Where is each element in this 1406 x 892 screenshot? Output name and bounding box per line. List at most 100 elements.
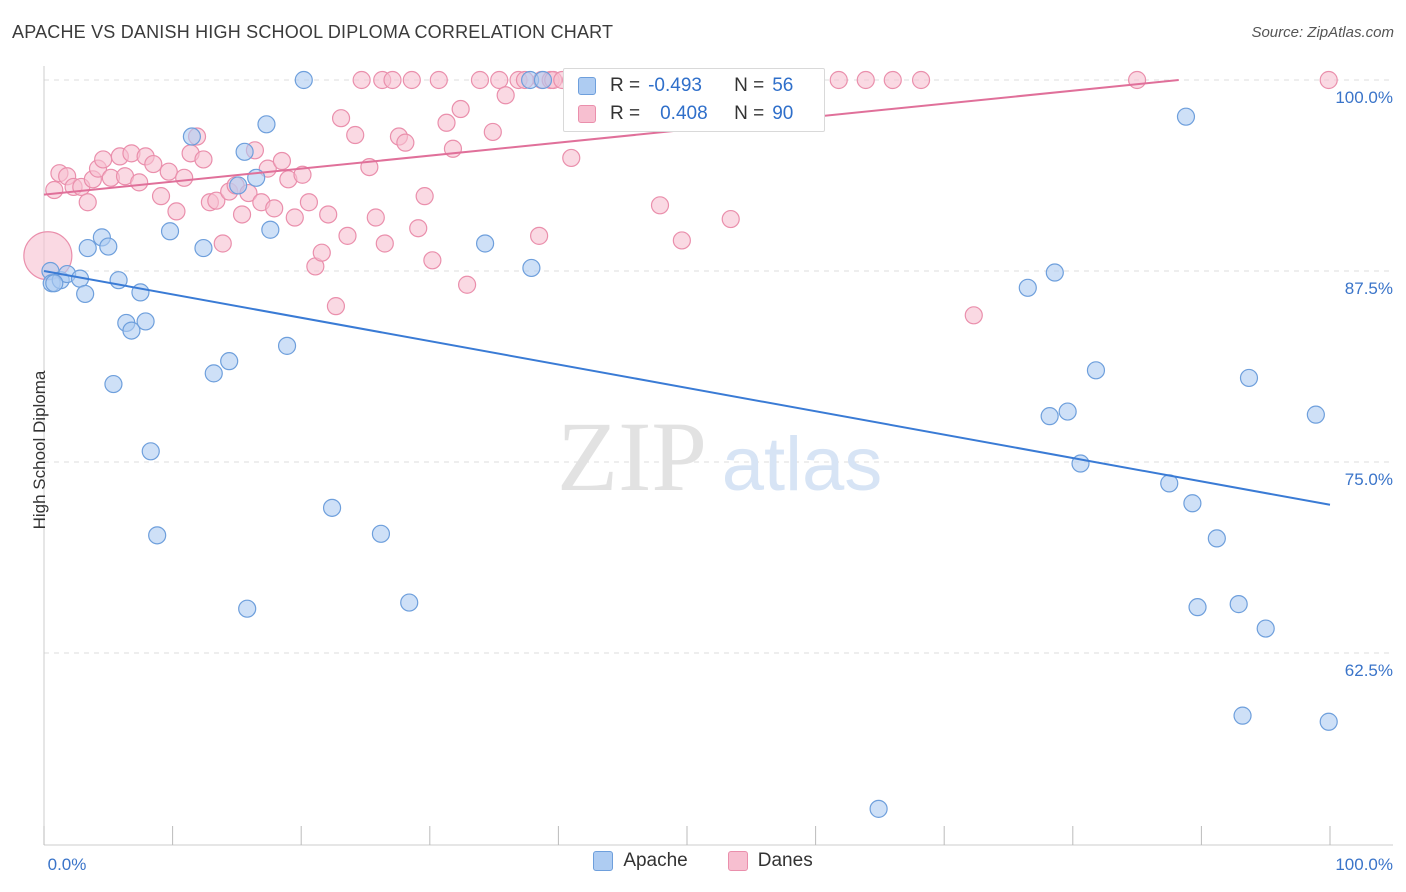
danes-point [299,193,319,212]
apache-point [1040,407,1059,426]
apache-point [400,593,419,612]
danes-n-label: N = [734,103,765,124]
apache-point [277,336,297,355]
apache-point [136,312,155,331]
watermark: ZIP atlas [557,401,882,512]
danes-point [375,234,394,253]
legend-apache-label: Apache [623,850,688,871]
apache-series [41,70,1338,818]
apache-r-label: R = [610,75,641,96]
apache-point [1058,402,1077,421]
danes-point [285,208,304,227]
apache-point [475,234,495,253]
apache-point [99,237,118,256]
danes-point [272,151,292,171]
apache-point [122,321,141,340]
correlation-row-danes: R = 0.408 N = 90 [578,103,793,125]
apache-point [261,220,280,239]
danes-point [470,70,490,90]
legend-item-apache[interactable]: Apache [593,850,688,872]
apache-point [1256,619,1275,638]
danes-point [457,275,477,294]
apache-point [1018,278,1037,297]
trend-lines [43,79,1331,506]
danes-point [415,187,434,206]
danes-point [94,150,113,169]
y-tick-label: 100.0% [1335,88,1393,107]
danes-point [45,180,64,200]
danes-point [883,70,902,90]
danes-point [650,196,670,215]
danes-point [383,70,402,90]
apache-point [235,142,254,161]
apache-point [1183,494,1202,513]
danes-point [352,70,371,90]
apache-point [533,70,553,90]
y-tick-label: 75.0% [1345,470,1393,489]
danes-point [451,99,470,119]
y-tick-label: 62.5% [1345,661,1393,680]
danes-r-value: 0.408 [660,103,708,124]
apache-point [294,70,313,90]
apache-r-value: -0.493 [648,75,702,96]
danes-point [402,70,421,90]
danes-point [326,297,346,316]
apache-point [1188,598,1207,617]
apache-n-value: 56 [772,75,794,96]
apache-point [229,176,248,195]
danes-point [293,165,312,184]
apache-point [238,599,257,618]
apache-point [76,284,95,304]
x-tick-label-min: 0.0% [48,855,87,874]
apache-point [141,442,160,461]
danes-point [429,70,448,90]
danes-point [530,226,549,245]
apache-point [1306,405,1325,424]
apache-point [1207,529,1226,548]
danes-point [331,109,351,128]
legend-danes-label: Danes [757,850,813,871]
correlation-row-apache: R = -0.493 N = 56 [578,75,793,97]
apache-point [1045,263,1064,282]
apache-point [194,238,213,258]
danes-point [175,168,194,187]
danes-point [409,219,428,238]
apache-point [1233,706,1252,725]
danes-point [167,202,186,221]
danes-point [1127,70,1147,90]
chart-source: Source: ZipAtlas.com [1251,24,1394,41]
danes-point [437,113,456,132]
apache-point [257,115,276,134]
danes-point [483,122,502,142]
danes-point [496,86,515,105]
danes-point [672,231,691,250]
danes-swatch [578,105,596,123]
danes-point [911,70,931,90]
legend-danes-swatch [727,851,748,871]
apache-point [160,222,180,241]
apache-point [148,526,167,545]
danes-point [144,154,163,174]
legend-item-danes[interactable]: Danes [727,850,813,872]
apache-trend-line [43,270,1331,506]
apache-point [1229,595,1248,614]
danes-point [396,133,415,152]
danes-point [721,209,740,229]
apache-point [220,352,239,371]
danes-r-label: R = [610,103,641,124]
apache-point [1239,368,1259,388]
danes-trend-line [43,79,1179,196]
danes-point [312,243,331,262]
y-axis-label: High School Diploma [30,370,49,530]
danes-point [1319,70,1338,90]
x-tick-label-max: 100.0% [1335,855,1393,874]
correlation-box: R = -0.493 N = 56 R = 0.408 N = 90 [563,68,825,132]
danes-point [194,150,213,169]
danes-point [338,226,357,245]
apache-point [869,799,888,818]
danes-point [366,208,385,227]
danes-point [490,70,509,90]
danes-point [159,162,178,181]
